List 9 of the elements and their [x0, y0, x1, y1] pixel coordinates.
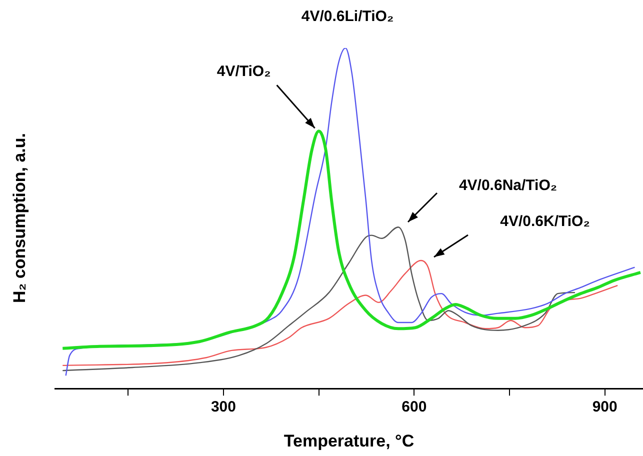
x-tick-label: 600: [402, 398, 427, 416]
y-axis-title: H₂ consumption, a.u.: [10, 133, 30, 303]
annotation: 4V/0.6K/TiO₂: [500, 213, 590, 230]
text: 4V/TiO₂: [216, 63, 271, 80]
x-axis-title: Temperature, °C: [284, 431, 414, 450]
x-tick-label: 300: [210, 398, 236, 416]
text: 4V/0.6Li/TiO₂: [301, 8, 394, 26]
annotation: 4V/0.6Na/TiO₂: [458, 177, 558, 194]
x-tick-label: 900: [592, 398, 618, 416]
